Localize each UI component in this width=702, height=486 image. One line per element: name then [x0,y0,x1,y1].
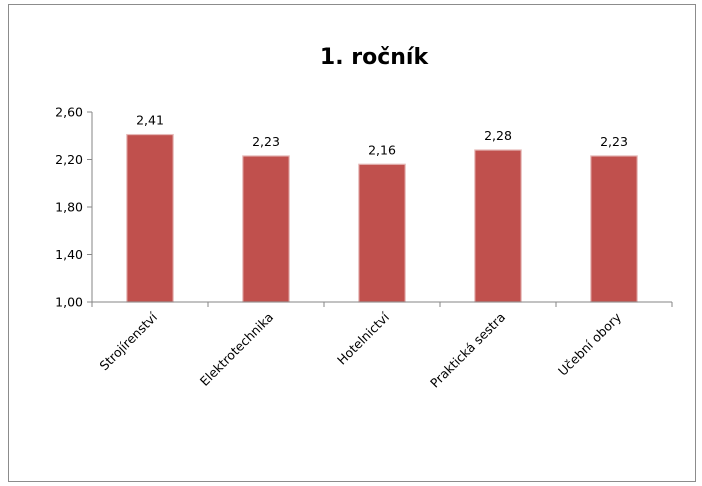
y-tick-label: 1,80 [55,200,83,215]
x-axis: Strojírenství Elektrotechnika Hotelnictví P… [91,301,673,391]
y-tick-label: 2,20 [55,152,83,167]
data-label: 2,16 [368,142,396,157]
data-label: 2,23 [252,134,280,149]
chart-title: 1. ročník [320,45,430,70]
bars: 2,41 2,23 2,16 2,28 2,23 [126,113,638,303]
bar [590,155,638,303]
chart-frame [8,4,696,482]
data-label: 2,28 [484,128,512,143]
y-axis: 1,00 1,40 1,80 2,20 2,60 [55,105,93,310]
y-tick-label: 1,40 [55,247,83,262]
data-label: 2,23 [600,134,628,149]
bar [242,155,290,303]
x-category-label: Elektrotechnika [197,310,276,389]
x-category-label: Praktická sestra [427,310,508,391]
x-category-label: Učební obory [555,309,625,379]
y-tick-label: 1,00 [55,295,83,310]
x-category-label: Hotelnictví [334,309,392,367]
x-category-label: Strojírenství [96,309,160,373]
bar [358,163,406,303]
bar [474,149,522,303]
y-tick-label: 2,60 [55,105,83,120]
data-label: 2,41 [136,113,164,128]
bar [126,133,174,303]
